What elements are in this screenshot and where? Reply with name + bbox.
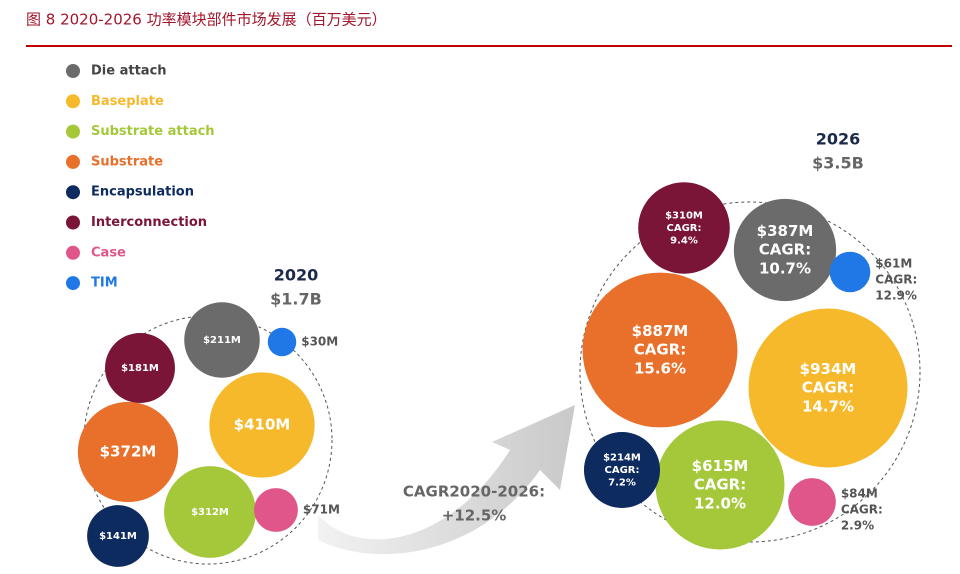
annotation: +12.5% — [442, 507, 507, 525]
cagr-label: 10.7% — [759, 259, 811, 277]
bubble — [583, 431, 661, 509]
value-label: $615M — [692, 457, 749, 475]
value-label: $214M — [603, 453, 641, 464]
value-label: $372M — [100, 443, 157, 461]
cagr-label: CAGR: — [759, 241, 811, 259]
legend-swatch — [66, 94, 80, 109]
bubble — [748, 308, 908, 468]
bubble — [87, 505, 149, 567]
value-label: $71M — [303, 503, 340, 517]
cagr-label: CAGR: — [605, 465, 640, 476]
legend-swatch — [66, 276, 80, 291]
legend-label: Substrate — [91, 154, 163, 169]
annotation: CAGR2020-2026: — [403, 483, 545, 501]
legend-swatch — [66, 124, 80, 139]
growth-arrow — [318, 405, 575, 555]
group-total: $1.7B — [270, 290, 322, 309]
bubble — [254, 488, 298, 532]
cagr-label: 2.9% — [841, 519, 874, 533]
value-label: $30M — [301, 335, 338, 349]
bubble — [105, 333, 175, 403]
value-label: $312M — [191, 507, 229, 518]
cagr-label: 12.0% — [694, 494, 746, 512]
bubble — [638, 182, 730, 274]
value-label: $887M — [632, 322, 689, 340]
cagr-label: 7.2% — [608, 478, 636, 489]
bubble — [582, 272, 738, 428]
cagr-label: CAGR: — [667, 223, 702, 234]
group-total: $3.5B — [812, 154, 864, 173]
legend-swatch — [66, 64, 80, 78]
bubble — [655, 420, 785, 550]
cagr-label: 12.9% — [875, 289, 917, 303]
bubble — [733, 198, 837, 302]
legend-label: Interconnection — [91, 215, 207, 230]
value-label: $181M — [121, 363, 159, 374]
bubble — [164, 466, 256, 558]
group-year: 2020 — [274, 266, 319, 285]
cagr-label: CAGR: — [875, 273, 917, 287]
bubble — [267, 327, 297, 357]
cagr-label: 14.7% — [802, 397, 854, 415]
value-label: $211M — [203, 335, 241, 346]
value-label: $934M — [800, 360, 857, 378]
value-label: $141M — [99, 531, 137, 542]
legend-swatch — [66, 215, 80, 230]
cagr-label: CAGR: — [694, 476, 746, 494]
cagr-label: 9.4% — [670, 236, 698, 247]
legend-label: Case — [91, 245, 126, 260]
legend-label: Baseplate — [91, 94, 164, 109]
legend-label: TIM — [91, 276, 118, 291]
bubble — [77, 401, 179, 503]
cagr-label: CAGR: — [841, 503, 883, 517]
chart-title: 图 8 2020-2026 功率模块部件市场发展（百万美元） — [26, 11, 387, 29]
value-label: $310M — [665, 211, 703, 222]
bubble — [209, 372, 315, 478]
value-label: $410M — [234, 416, 291, 434]
legend-swatch — [66, 154, 80, 169]
legend-label: Die attach — [91, 64, 167, 79]
value-label: $387M — [757, 222, 814, 240]
legend-label: Encapsulation — [91, 185, 194, 200]
legend-label: Substrate attach — [91, 124, 215, 139]
cagr-label: CAGR: — [634, 341, 686, 359]
bubble — [788, 478, 836, 526]
bubble — [184, 302, 260, 378]
cagr-label: CAGR: — [802, 379, 854, 397]
cagr-label: 15.6% — [634, 359, 686, 377]
group-year: 2026 — [816, 130, 861, 149]
legend-swatch — [66, 245, 80, 260]
value-label: $84M — [841, 487, 878, 501]
value-label: $61M — [875, 257, 912, 271]
bubble — [829, 251, 871, 293]
legend-swatch — [66, 185, 80, 200]
